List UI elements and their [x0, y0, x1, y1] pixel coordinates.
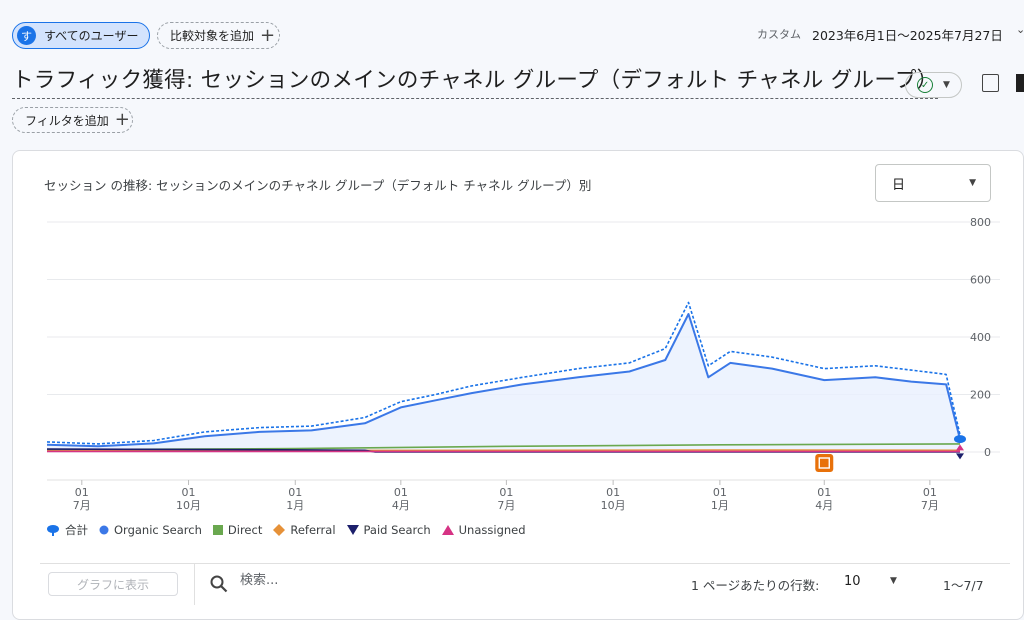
x-tick-day-label: 01	[182, 486, 196, 499]
edit-report-icon[interactable]	[982, 74, 999, 92]
paid-search-end-marker	[956, 453, 964, 460]
user-segment-chip[interactable]: す すべてのユーザー	[12, 22, 150, 49]
x-tick-day-label: 01	[713, 486, 727, 499]
circle-icon	[99, 525, 109, 535]
legend-label: Referral	[290, 523, 336, 537]
granularity-value: 日	[892, 177, 906, 193]
organic-search-area	[47, 314, 960, 452]
series-line-organic-search	[46, 313, 961, 448]
legend-label: Direct	[227, 523, 263, 537]
date-range-picker[interactable]: 2023年6月1日～2025年7月27日	[812, 28, 1003, 43]
page-title: トラフィック獲得: セッションのメインのチャネル グループ（デフォルト チャネル…	[12, 66, 939, 99]
x-tick-month-label: 7月	[497, 499, 515, 512]
caret-down-icon: ▼	[969, 178, 976, 188]
x-tick-month-label: 1月	[711, 499, 729, 512]
caret-down-icon: ▼	[943, 80, 950, 90]
search-icon	[210, 575, 228, 593]
diamond-icon	[273, 524, 286, 536]
y-tick-label: 800	[970, 216, 991, 229]
y-tick-label: 200	[970, 389, 991, 402]
x-tick-day-label: 01	[288, 486, 302, 499]
add-comparison-button[interactable]: 比較対象を追加 +	[157, 22, 280, 49]
x-tick-day-label: 01	[606, 486, 620, 499]
plus-icon: +	[114, 109, 130, 130]
legend-label: 合計	[65, 523, 88, 537]
y-tick-label: 0	[984, 446, 991, 459]
legend-item-direct[interactable]: Direct	[212, 523, 263, 537]
user-segment-label: すべてのユーザー	[44, 29, 139, 43]
series-line-total	[46, 301, 961, 445]
legend-item-paid-search[interactable]: Paid Search	[346, 523, 431, 537]
triangle-down-icon	[346, 525, 359, 535]
total-pin-icon	[47, 525, 59, 536]
chart-legend: 合計 Organic Search Direct Referral Paid S…	[46, 522, 537, 538]
divider	[194, 563, 195, 605]
caret-down-icon[interactable]: ▼	[890, 576, 897, 586]
y-tick-label: 400	[970, 331, 991, 344]
user-segment-avatar: す	[17, 26, 36, 45]
legend-item-referral[interactable]: Referral	[273, 523, 336, 537]
y-tick-label: 600	[970, 274, 991, 287]
rows-per-page-label: 1 ページあたりの行数:	[691, 578, 820, 593]
x-tick-month-label: 4月	[392, 499, 410, 512]
legend-label: Unassigned	[458, 523, 526, 537]
legend-item-total[interactable]: 合計	[46, 522, 88, 538]
check-circle-icon: ✓	[917, 77, 934, 93]
square-icon	[212, 525, 223, 535]
chart-title: セッション の推移: セッションのメインのチャネル グループ（デフォルト チャネ…	[44, 178, 592, 193]
x-tick-day-label: 01	[394, 486, 408, 499]
legend-label: Paid Search	[363, 523, 431, 537]
unassigned-end-marker	[956, 444, 964, 451]
x-tick-day-label: 01	[817, 486, 831, 499]
x-tick-day-label: 01	[75, 486, 89, 499]
table-search-input[interactable]	[238, 572, 442, 589]
add-filter-button[interactable]: フィルタを追加 +	[12, 107, 133, 133]
add-comparison-label: 比較対象を追加	[170, 29, 255, 43]
share-icon[interactable]	[1016, 74, 1024, 92]
pagination-status: 1～7/7	[943, 578, 984, 593]
add-filter-label: フィルタを追加	[25, 113, 109, 128]
x-tick-month-label: 4月	[815, 499, 833, 512]
sessions-line-chart: 8006004002000017月0110月011月014月017月0110月0…	[46, 216, 1000, 512]
x-tick-day-label: 01	[499, 486, 513, 499]
granularity-select[interactable]: 日 ▼	[875, 164, 991, 202]
report-status-button[interactable]: ✓ ▼	[905, 72, 962, 98]
x-tick-month-label: 10月	[601, 499, 626, 512]
x-tick-day-label: 01	[923, 486, 937, 499]
annotation-icon-glyph	[818, 457, 830, 469]
total-end-marker	[954, 435, 966, 444]
x-tick-month-label: 1月	[286, 499, 304, 512]
rows-per-page-select[interactable]: 10	[844, 574, 861, 589]
legend-label: Organic Search	[114, 523, 202, 537]
legend-item-organic-search[interactable]: Organic Search	[99, 523, 202, 537]
annotation-icon	[815, 454, 834, 472]
plus-icon: +	[260, 24, 276, 46]
date-custom-label: カスタム	[757, 28, 801, 41]
table-toolbar	[40, 563, 1010, 606]
show-in-graph-button[interactable]: グラフに表示	[48, 572, 178, 596]
legend-item-unassigned[interactable]: Unassigned	[441, 523, 526, 537]
chevron-down-icon[interactable]: ⌄	[1016, 23, 1024, 36]
x-tick-month-label: 10月	[176, 499, 201, 512]
x-tick-month-label: 7月	[921, 499, 939, 512]
x-tick-month-label: 7月	[73, 499, 91, 512]
triangle-up-icon	[441, 525, 454, 535]
